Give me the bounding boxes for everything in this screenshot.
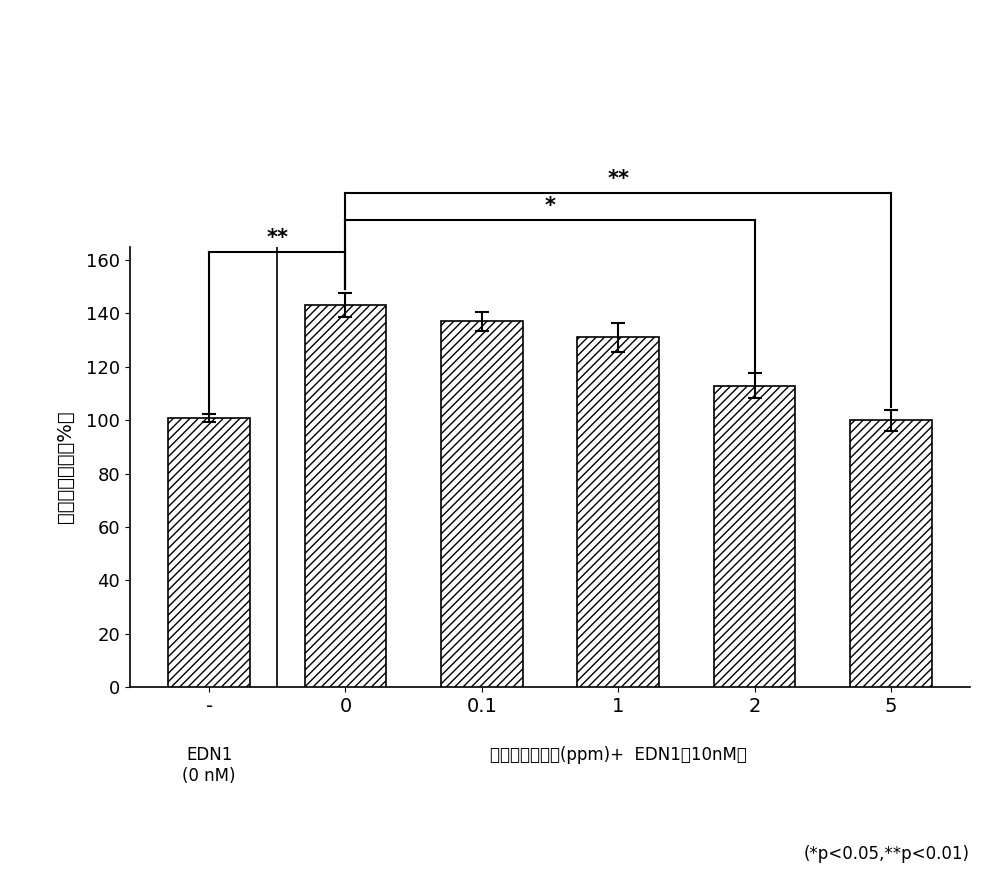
Text: **: ** (266, 228, 288, 248)
Text: 高山黄芩提取物(ppm)+  EDN1（10nM）: 高山黄芩提取物(ppm)+ EDN1（10nM） (490, 746, 747, 764)
Bar (714, 386, 795, 687)
Bar (850, 420, 932, 687)
Bar (305, 306, 386, 687)
Text: **: ** (607, 169, 629, 189)
Bar (441, 322, 523, 687)
Text: *: * (544, 196, 556, 216)
Text: (0 nM): (0 nM) (182, 767, 236, 785)
Bar (168, 418, 250, 687)
Y-axis label: 酬氨酸酶含量（%）: 酬氨酸酶含量（%） (56, 411, 75, 523)
Bar (577, 337, 659, 687)
Text: EDN1: EDN1 (186, 746, 232, 764)
Text: (*p<0.05,**p<0.01): (*p<0.05,**p<0.01) (804, 846, 970, 863)
